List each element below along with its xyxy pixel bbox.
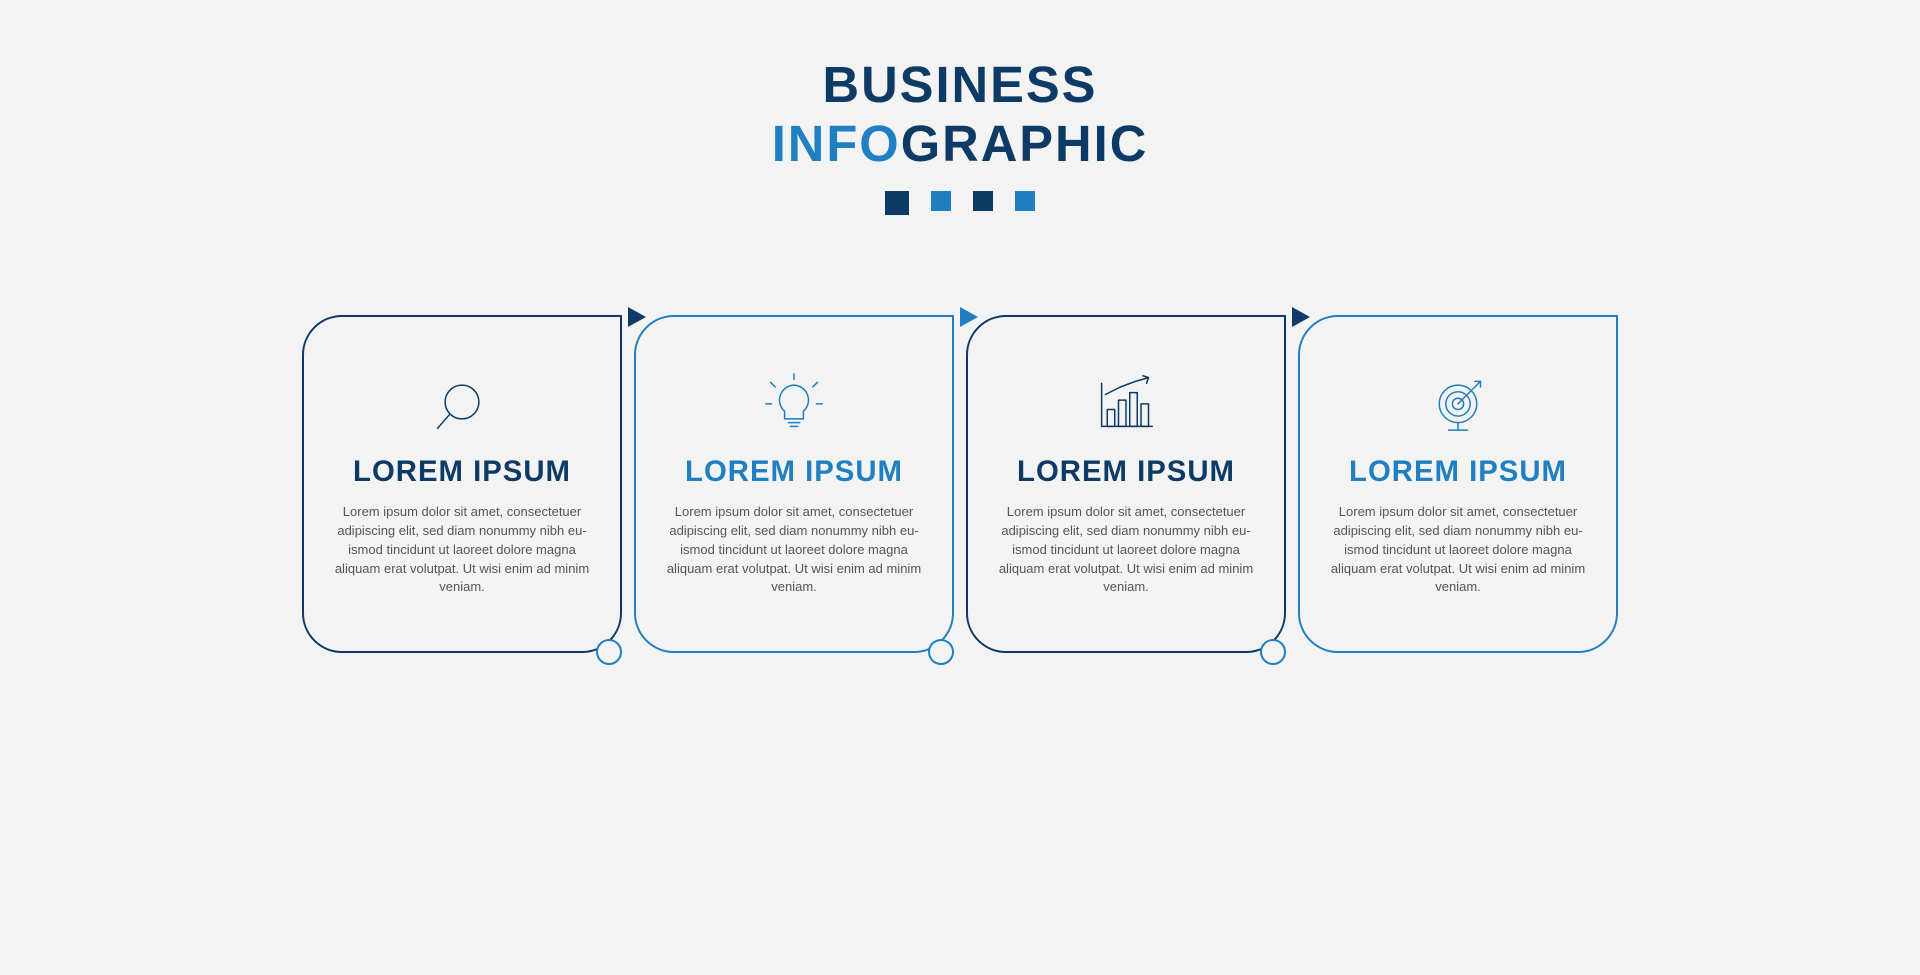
- magnifier-icon: [332, 367, 592, 437]
- flow-dot-icon: [928, 639, 954, 665]
- card-heading: LOREM IPSUM: [1328, 455, 1588, 489]
- info-card: LOREM IPSUM Lorem ipsum dolor sit amet, c…: [1298, 315, 1618, 653]
- flow-dot-icon: [1260, 639, 1286, 665]
- title-line2: INFOGRAPHIC: [772, 114, 1149, 173]
- cards-row: LOREM IPSUM Lorem ipsum dolor sit amet, c…: [302, 315, 1618, 653]
- card-body: Lorem ipsum dolor sit amet, consectetuer…: [996, 503, 1256, 597]
- flow-arrow-icon: [960, 307, 978, 327]
- card-body: Lorem ipsum dolor sit amet, consectetuer…: [1328, 503, 1588, 597]
- title-block: BUSINESS INFOGRAPHIC: [772, 55, 1149, 215]
- title-line1: BUSINESS: [772, 55, 1149, 114]
- decor-square: [931, 191, 951, 211]
- card-body: Lorem ipsum dolor sit amet, consectetuer…: [332, 503, 592, 597]
- info-card: LOREM IPSUM Lorem ipsum dolor sit amet, c…: [302, 315, 622, 653]
- decor-square: [1015, 191, 1035, 211]
- card-heading: LOREM IPSUM: [996, 455, 1256, 489]
- flow-arrow-icon: [628, 307, 646, 327]
- title-accent: INFO: [772, 115, 901, 172]
- title-rest: GRAPHIC: [901, 115, 1149, 172]
- card-heading: LOREM IPSUM: [664, 455, 924, 489]
- info-card: LOREM IPSUM Lorem ipsum dolor sit amet, c…: [634, 315, 954, 653]
- decor-square: [885, 191, 909, 215]
- card-body: Lorem ipsum dolor sit amet, consectetuer…: [664, 503, 924, 597]
- lightbulb-icon: [664, 367, 924, 437]
- flow-arrow-icon: [1292, 307, 1310, 327]
- card-heading: LOREM IPSUM: [332, 455, 592, 489]
- barchart-icon: [996, 367, 1256, 437]
- info-card: LOREM IPSUM Lorem ipsum dolor sit amet, c…: [966, 315, 1286, 653]
- decor-square: [973, 191, 993, 211]
- target-icon: [1328, 367, 1588, 437]
- decor-squares-row: [772, 191, 1149, 215]
- flow-dot-icon: [596, 639, 622, 665]
